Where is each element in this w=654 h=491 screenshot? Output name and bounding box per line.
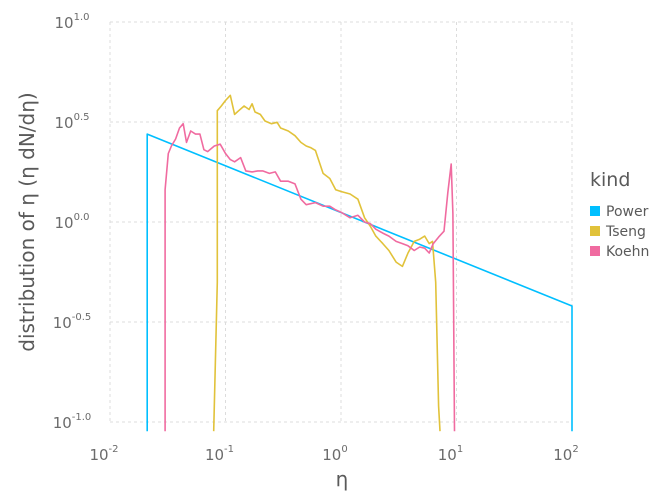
x-tick-base: 10 [89, 446, 108, 464]
series-line-power [146, 133, 573, 432]
y-tick-label: 100.5 [55, 112, 90, 132]
x-axis-label: η [336, 467, 349, 491]
x-tick-base: 10 [205, 446, 224, 464]
x-tick-exponent: 1 [457, 444, 463, 455]
legend: kind Power Tseng Koehn [590, 169, 649, 260]
y-tick-label: 10-1.0 [53, 412, 92, 432]
y-tick-base: 10 [55, 214, 74, 232]
x-tick-label: 10-2 [89, 444, 118, 464]
y-tick-exponent: 0.5 [74, 112, 90, 123]
x-tick-label: 100 [322, 444, 347, 464]
legend-label-koehn: Koehn [606, 244, 649, 260]
y-tick-base: 10 [55, 14, 74, 32]
x-tick-exponent: 0 [341, 444, 347, 455]
legend-swatch-power [590, 206, 600, 216]
y-tick-base: 10 [55, 114, 74, 132]
series-line-koehn [164, 122, 456, 432]
y-tick-exponent: 0.0 [74, 212, 90, 223]
x-tick-base: 10 [438, 446, 457, 464]
legend-swatch-tseng [590, 226, 600, 236]
x-tick-exponent: -1 [224, 444, 234, 455]
legend-title: kind [590, 169, 630, 191]
x-tick-base: 10 [553, 446, 572, 464]
y-tick-label: 100.0 [55, 212, 90, 232]
y-tick-base: 10 [53, 414, 72, 432]
series-lines [146, 94, 573, 432]
legend-label-power: Power [606, 204, 649, 220]
x-tick-labels: 10-2 10-1 100 101 102 [89, 444, 578, 464]
x-tick-label: 10-1 [205, 444, 234, 464]
x-tick-base: 10 [322, 446, 341, 464]
x-tick-exponent: -2 [109, 444, 119, 455]
y-tick-label: 101.0 [55, 12, 90, 32]
x-tick-label: 101 [438, 444, 463, 464]
x-tick-exponent: 2 [572, 444, 578, 455]
grid [109, 21, 573, 423]
y-tick-exponent: -1.0 [72, 412, 92, 423]
series-line-tseng [212, 94, 441, 432]
y-axis-label: distribution of η (η dN/dη) [15, 92, 39, 351]
x-tick-label: 102 [553, 444, 578, 464]
y-tick-exponent: -0.5 [72, 312, 92, 323]
legend-label-tseng: Tseng [605, 224, 646, 240]
y-tick-base: 10 [53, 314, 72, 332]
legend-swatch-koehn [590, 246, 600, 256]
y-tick-label: 10-0.5 [53, 312, 92, 332]
y-tick-exponent: 1.0 [74, 12, 90, 23]
